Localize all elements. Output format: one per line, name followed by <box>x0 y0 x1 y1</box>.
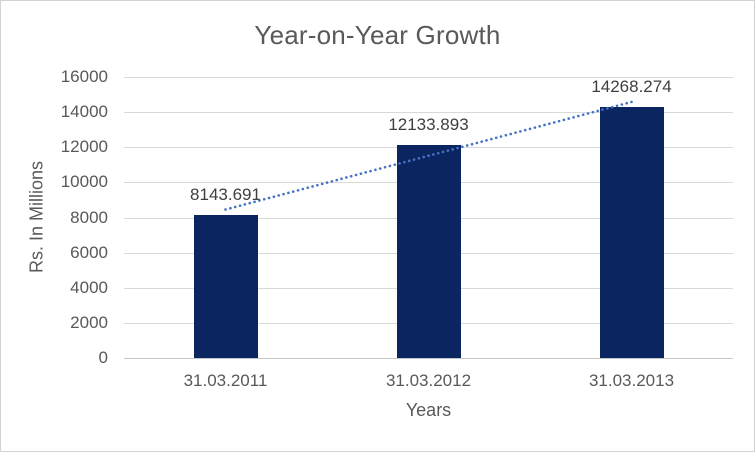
chart-title: Year-on-Year Growth <box>254 20 501 50</box>
data-label: 14268.274 <box>591 77 672 97</box>
data-label: 12133.893 <box>388 114 469 134</box>
y-tick-label: 6000 <box>70 242 108 262</box>
y-tick-label: 10000 <box>60 172 108 192</box>
y-tick-label: 0 <box>98 348 108 367</box>
y-tick-label: 14000 <box>60 102 108 122</box>
y-tick-label: 2000 <box>70 312 108 332</box>
y-tick-label: 4000 <box>70 277 108 297</box>
plot-area: 0 2000 4000 6000 8000 10000 12000 14000 16000 814… <box>61 67 733 390</box>
y-tick-label: 12000 <box>60 137 108 157</box>
x-axis-line <box>124 358 733 359</box>
x-category-label: 31.03.2011 <box>183 371 268 390</box>
y-axis-title: Rs. In Millions <box>26 160 47 274</box>
data-label: 8143.691 <box>190 184 261 204</box>
bar-31.03.2012 <box>396 144 461 358</box>
y-tick-label: 16000 <box>60 67 108 86</box>
bar-31.03.2011 <box>193 214 258 358</box>
x-axis-title: Years <box>405 400 452 420</box>
bar-31.03.2013 <box>599 107 664 358</box>
x-category-label: 31.03.2013 <box>588 371 675 390</box>
y-tick-label: 8000 <box>70 207 108 227</box>
gridline <box>124 77 733 78</box>
x-category-label: 31.03.2012 <box>385 371 472 390</box>
